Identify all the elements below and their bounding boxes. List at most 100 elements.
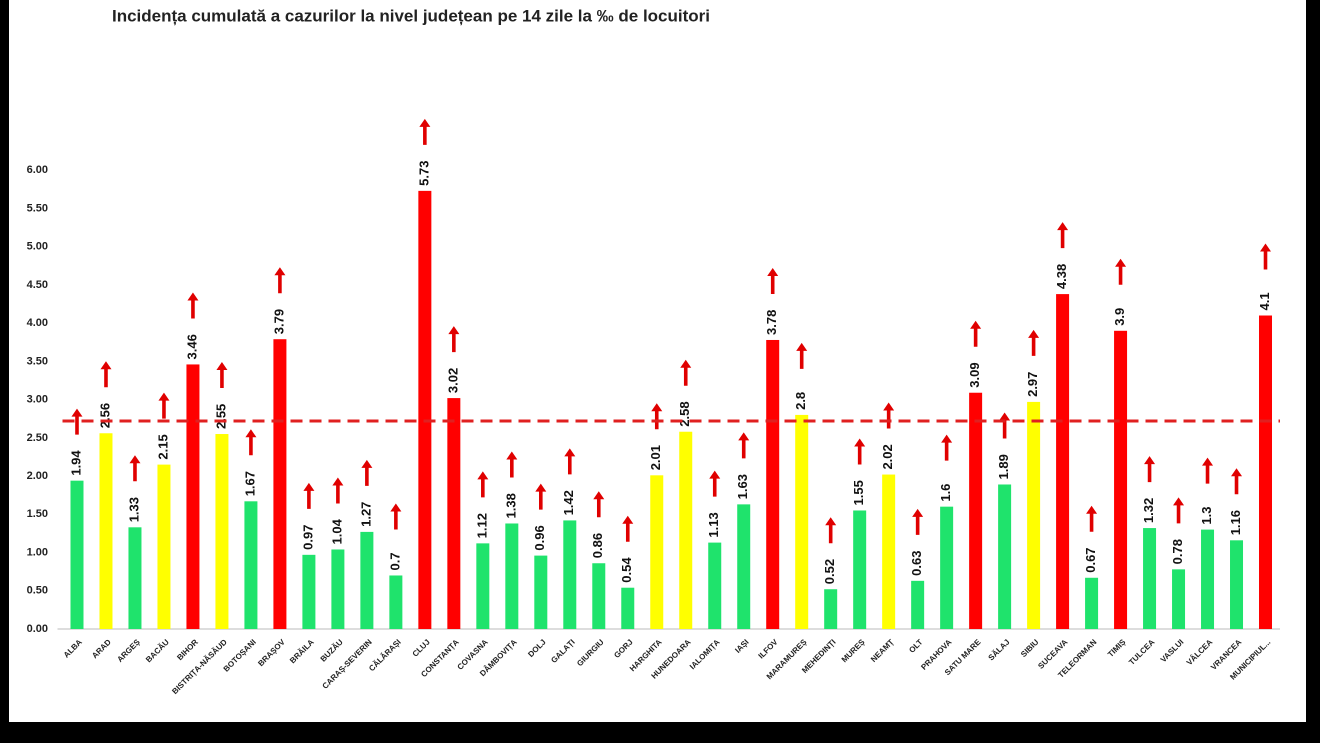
- trend-arrow: [71, 408, 83, 435]
- value-label: 2.56: [97, 403, 112, 428]
- bar: [186, 364, 200, 629]
- trend-arrow: [187, 292, 199, 319]
- trend-arrow: [100, 361, 112, 388]
- trend-arrow: [506, 451, 518, 478]
- value-label: 2.01: [648, 445, 663, 470]
- bar: [505, 523, 519, 629]
- bar: [1201, 529, 1215, 629]
- y-tick-label: 4.00: [27, 317, 48, 329]
- value-label: 0.7: [387, 552, 402, 570]
- value-label: 1.89: [996, 454, 1011, 479]
- bar: [1230, 540, 1244, 629]
- value-label: 4.38: [1054, 264, 1069, 289]
- trend-arrow: [767, 267, 779, 294]
- value-label: 0.67: [1083, 547, 1098, 572]
- trend-arrow: [1173, 497, 1185, 524]
- value-label: 0.78: [1170, 539, 1185, 564]
- y-tick-label: 0.50: [27, 585, 48, 597]
- trend-arrow: [680, 359, 692, 386]
- bar: [1259, 315, 1273, 629]
- trend-arrow: [1115, 258, 1127, 285]
- trend-arrow: [970, 320, 982, 347]
- value-label: 0.96: [532, 525, 547, 550]
- y-tick-label: 5.00: [27, 241, 48, 253]
- trend-arrow: [825, 517, 837, 544]
- y-tick-label: 4.50: [27, 279, 48, 291]
- bar: [1027, 401, 1041, 629]
- bar: [940, 506, 954, 629]
- bar: [215, 434, 229, 629]
- trend-arrow: [332, 477, 344, 504]
- value-label: 1.12: [474, 513, 489, 538]
- bar: [389, 575, 403, 629]
- trend-arrow: [274, 267, 286, 294]
- trend-arrow: [419, 118, 431, 145]
- y-tick-label: 2.50: [27, 432, 48, 444]
- value-label: 3.78: [764, 310, 779, 335]
- bar: [418, 190, 432, 630]
- bar: [128, 527, 142, 629]
- value-label: 0.86: [590, 533, 605, 558]
- trend-arrow: [448, 326, 460, 353]
- trend-arrow: [593, 491, 605, 518]
- value-label: 1.16: [1228, 510, 1243, 535]
- trend-arrow: [854, 438, 866, 465]
- bar: [969, 392, 983, 629]
- trend-arrow: [245, 429, 257, 456]
- value-label: 3.46: [184, 334, 199, 359]
- value-label: 1.3: [1199, 507, 1214, 525]
- trend-arrow: [883, 402, 895, 429]
- chart-title: Incidența cumulată a cazurilor la nivel …: [112, 6, 710, 25]
- trend-arrow: [738, 432, 750, 459]
- trend-arrow: [1144, 456, 1156, 483]
- value-label: 2.8: [793, 392, 808, 410]
- value-label: 3.9: [1112, 308, 1127, 326]
- trend-arrow: [796, 342, 808, 369]
- bar: [360, 531, 374, 629]
- value-label: 3.09: [967, 362, 982, 387]
- bar: [1085, 577, 1099, 629]
- value-label: 3.79: [271, 309, 286, 334]
- value-label: 1.38: [503, 493, 518, 518]
- bar: [679, 431, 693, 629]
- value-label: 0.52: [822, 559, 837, 584]
- trend-arrow: [216, 362, 228, 389]
- trend-arrow: [535, 483, 547, 510]
- y-tick-label: 5.50: [27, 202, 48, 214]
- bar: [998, 484, 1012, 629]
- bar: [70, 480, 84, 629]
- bar: [1143, 528, 1157, 629]
- value-label: 2.55: [213, 404, 228, 429]
- bar: [244, 501, 258, 629]
- bar: [1056, 294, 1070, 629]
- bar: [737, 504, 751, 629]
- bar: [534, 555, 548, 629]
- value-label: 0.63: [909, 551, 924, 576]
- value-label: 1.33: [126, 497, 141, 522]
- trend-arrow: [564, 448, 576, 475]
- bar: [824, 589, 838, 629]
- value-label: 1.04: [329, 518, 344, 544]
- trend-arrow: [1086, 505, 1098, 532]
- value-label: 1.42: [561, 490, 576, 515]
- bar: [795, 414, 809, 629]
- bar: [650, 475, 664, 629]
- value-label: 5.73: [416, 161, 431, 186]
- value-label: 1.27: [358, 502, 373, 527]
- value-label: 1.32: [1141, 498, 1156, 523]
- trend-arrow: [622, 515, 634, 542]
- bar: [476, 543, 490, 629]
- trend-arrow: [1202, 457, 1214, 484]
- value-label: 2.58: [677, 401, 692, 426]
- trend-arrow: [1260, 243, 1272, 270]
- y-tick-label: 1.50: [27, 508, 48, 520]
- y-tick-label: 1.00: [27, 546, 48, 558]
- trend-arrow: [651, 403, 663, 430]
- bar: [708, 542, 722, 629]
- bar: [563, 520, 577, 629]
- bar: [882, 474, 896, 629]
- value-label: 0.97: [300, 525, 315, 550]
- bar: [911, 580, 925, 629]
